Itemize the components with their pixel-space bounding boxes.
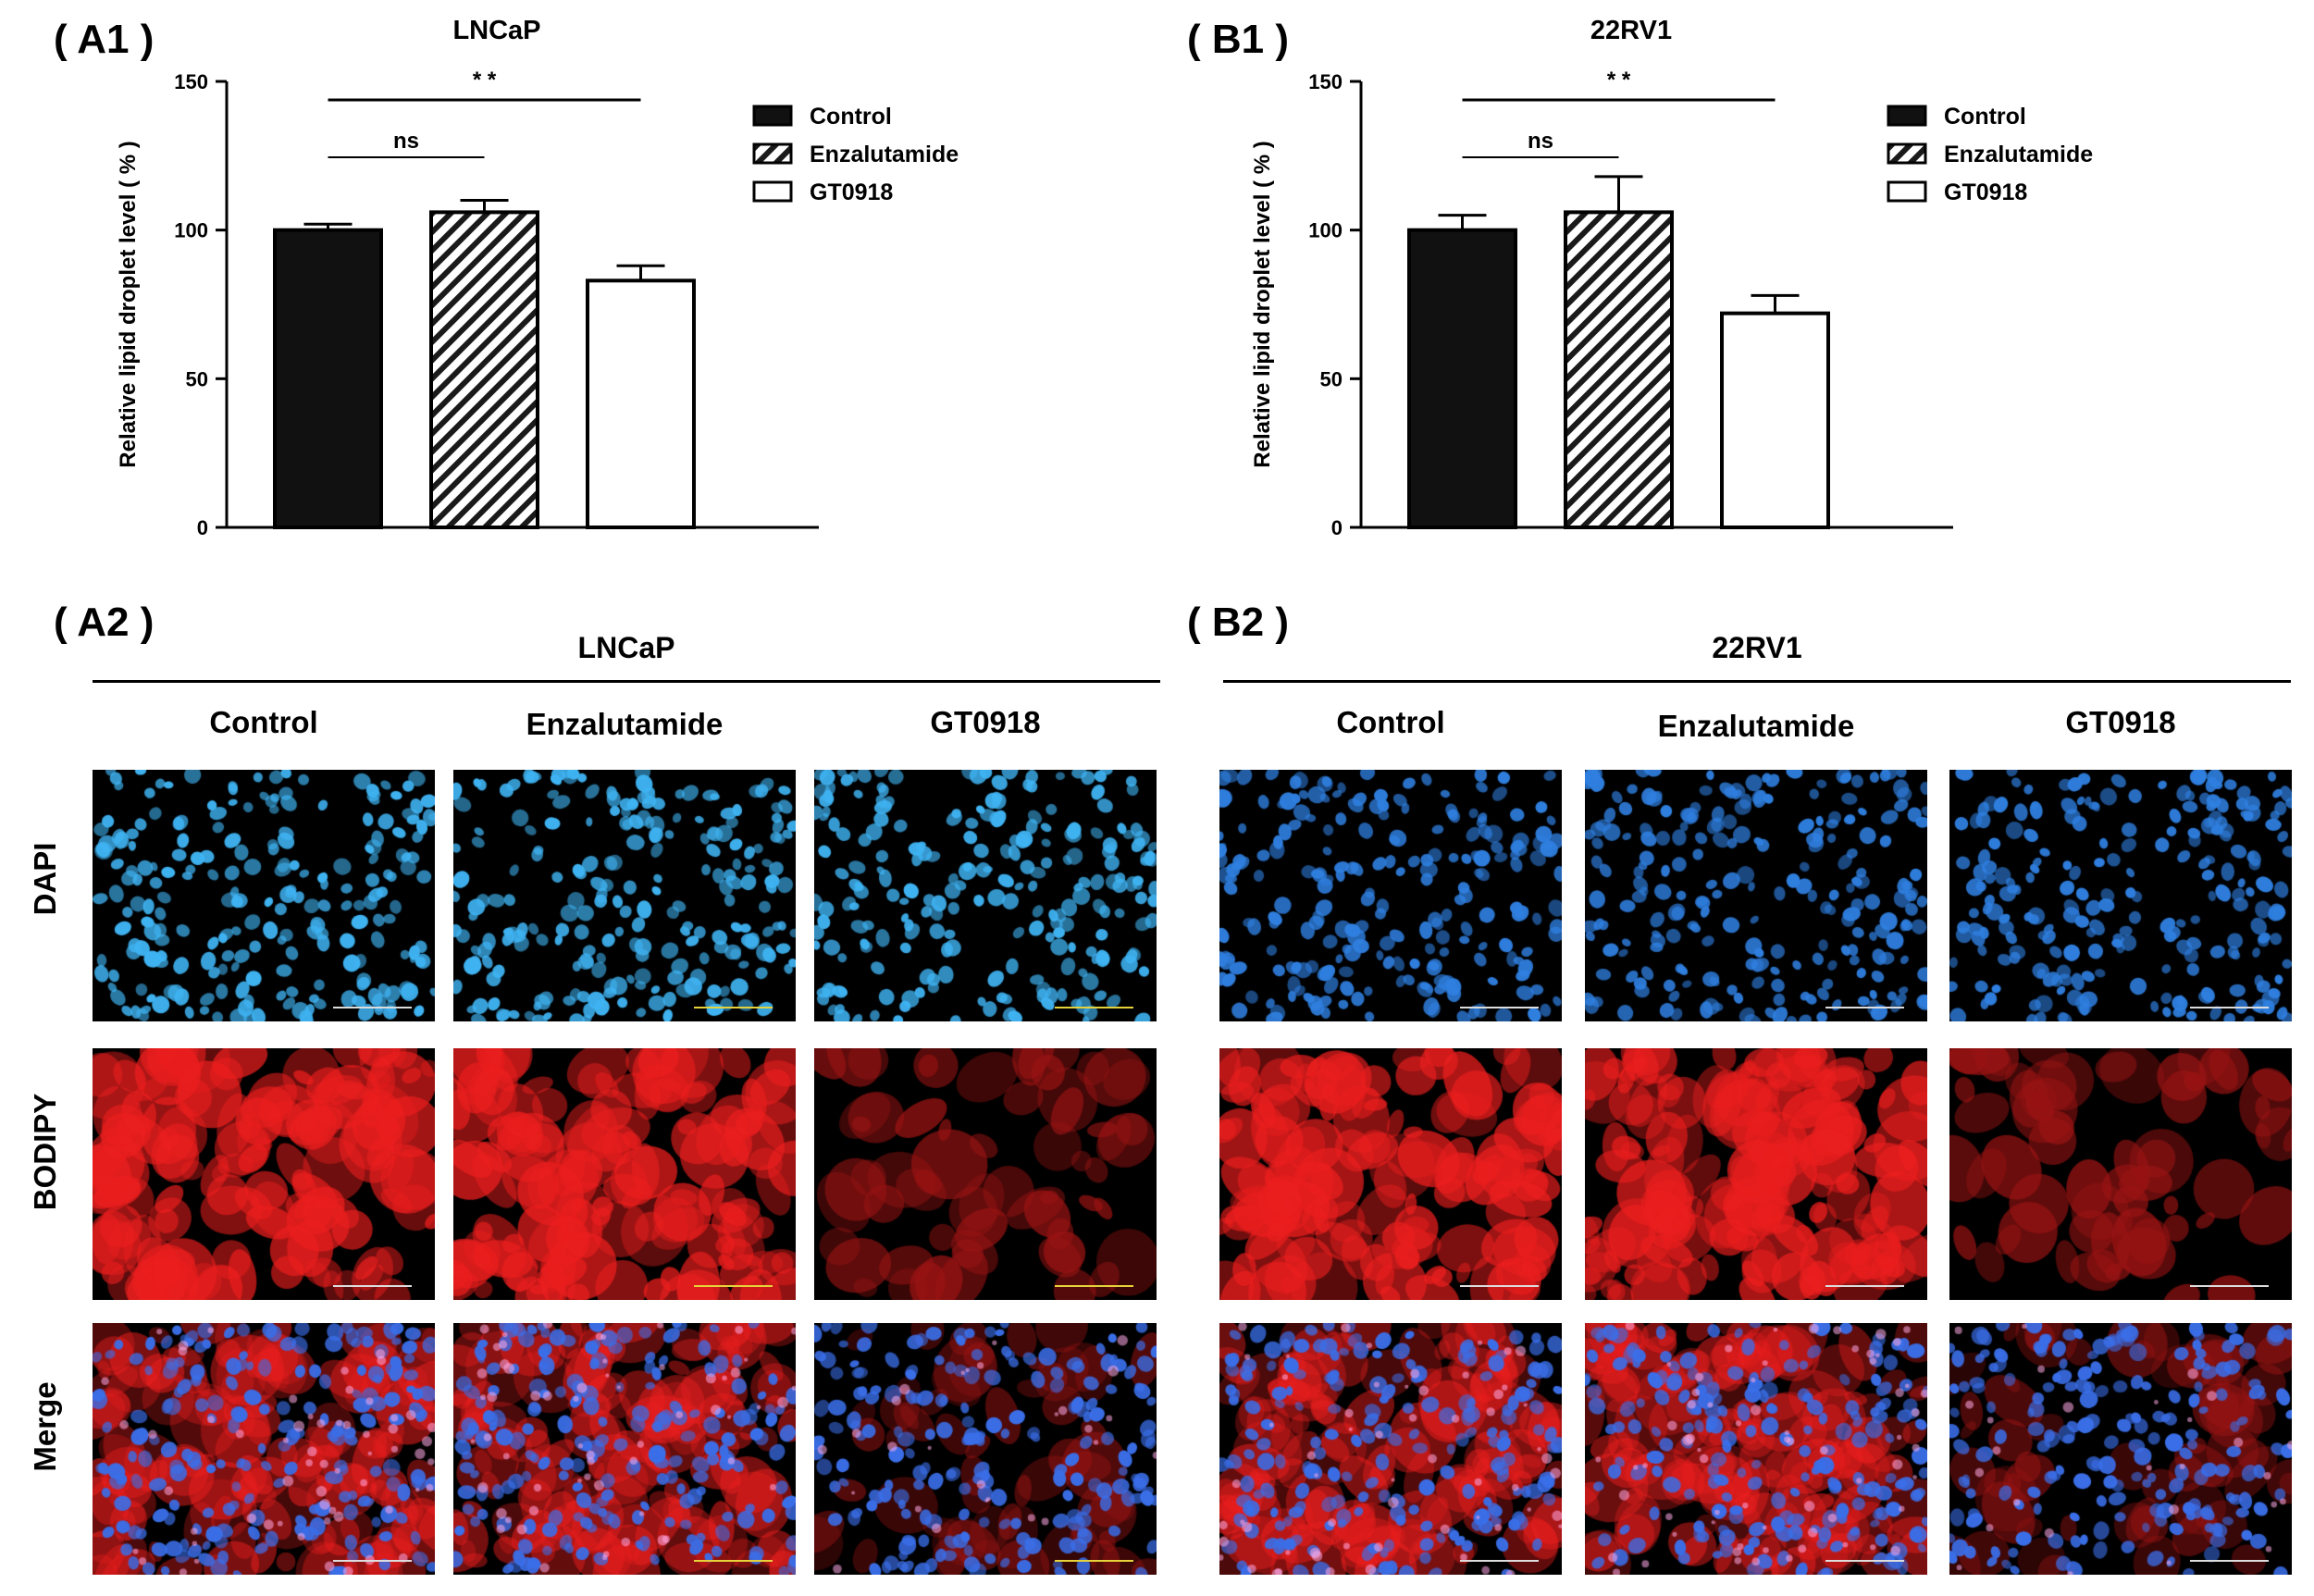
col-header-lncap-control: Control [209, 705, 318, 739]
scale-bar [1825, 1285, 1904, 1287]
row-label-dapi: DAPI [28, 842, 62, 916]
legend-swatch [752, 105, 793, 127]
legend-label: GT0918 [1944, 179, 2027, 205]
legend-label: Control [810, 104, 892, 130]
micrograph-lncap-control-dapi [93, 770, 435, 1021]
chart-title: LNCaP [452, 16, 540, 45]
scale-bar [694, 1560, 773, 1562]
panel-label-b1: ( B1 ) [1187, 17, 1289, 62]
col-header-22rv1-gt0918: GT0918 [2065, 705, 2176, 739]
y-axis-label: Relative lipid droplet level ( % ) [116, 141, 141, 467]
scale-bar [1055, 1285, 1133, 1287]
micro-rule-lncap [93, 680, 1160, 683]
legend-label: Enzalutamide [1944, 142, 2093, 167]
legend-label: Enzalutamide [810, 142, 959, 167]
bar-chart-lncap: LNCaP 0 50 100 150 Relative lipid droplet lev… [116, 16, 959, 539]
legend-swatch [752, 142, 793, 165]
micrograph-lncap-enzalutamide-merge [453, 1323, 796, 1575]
significance-label: ns [1528, 129, 1553, 154]
scale-bar [2190, 1560, 2269, 1562]
scale-bar [1460, 1285, 1539, 1287]
significance-label: * * [1607, 68, 1631, 93]
scale-bar [1825, 1007, 1904, 1008]
col-header-lncap-enzalutamide: Enzalutamide [526, 707, 724, 741]
y-tick-label: 150 [174, 70, 208, 93]
scale-bar [1460, 1560, 1539, 1562]
micrograph-22rv1-gt0918-bodipy [1949, 1048, 2292, 1300]
micro-rule-22rv1 [1223, 680, 2291, 683]
scale-bar [694, 1285, 773, 1287]
bar-control [273, 228, 383, 530]
y-tick-label: 0 [197, 516, 208, 539]
scale-bar [333, 1560, 412, 1562]
legend-swatch [1887, 105, 1927, 127]
significance-label: ns [393, 129, 419, 154]
col-header-lncap-gt0918: GT0918 [930, 705, 1041, 739]
micrograph-22rv1-control-merge [1219, 1323, 1562, 1575]
micro-title-lncap: LNCaP [577, 631, 675, 664]
col-header-22rv1-control: Control [1336, 705, 1445, 739]
scale-bar [1825, 1560, 1904, 1562]
y-tick-label: 0 [1331, 516, 1343, 539]
row-label-merge: Merge [28, 1381, 62, 1472]
micrograph-22rv1-enzalutamide-dapi [1585, 770, 1927, 1021]
legend-swatch [1887, 180, 1927, 203]
y-tick-label: 50 [186, 367, 208, 390]
legend-label: Control [1944, 104, 2026, 130]
micrograph-22rv1-control-bodipy [1219, 1048, 1562, 1300]
bar-enzalutamide [1564, 210, 1674, 530]
bar-enzalutamide [429, 210, 539, 530]
scale-bar [333, 1007, 412, 1008]
micrograph-22rv1-enzalutamide-bodipy [1585, 1048, 1927, 1300]
scale-bar [333, 1285, 412, 1287]
chart-title: 22RV1 [1590, 16, 1672, 45]
scale-bar [1055, 1560, 1133, 1562]
micrograph-lncap-gt0918-bodipy [814, 1048, 1157, 1300]
micrograph-lncap-control-bodipy [93, 1048, 435, 1300]
legend-label: GT0918 [810, 179, 893, 205]
bar-chart-22rv1: 22RV1 0 50 100 150 Relative lipid droplet lev… [1250, 16, 2093, 539]
micrograph-lncap-gt0918-dapi [814, 770, 1157, 1021]
bar-gt0918 [586, 278, 696, 529]
row-label-bodipy: BODIPY [28, 1093, 62, 1211]
micrograph-22rv1-gt0918-dapi [1949, 770, 2292, 1021]
y-axis-label: Relative lipid droplet level ( % ) [1250, 141, 1275, 467]
panel-label-a2: ( A2 ) [54, 600, 155, 645]
bar-gt0918 [1720, 311, 1830, 530]
micrograph-lncap-enzalutamide-bodipy [453, 1048, 796, 1300]
scale-bar [694, 1007, 773, 1008]
legend-swatch [1887, 142, 1927, 165]
panel-label-b2: ( B2 ) [1187, 600, 1289, 645]
y-tick-label: 100 [174, 219, 208, 242]
micrograph-22rv1-control-dapi [1219, 770, 1562, 1021]
micrograph-22rv1-gt0918-merge [1949, 1323, 2292, 1575]
scale-bar [1055, 1007, 1133, 1008]
micrograph-22rv1-enzalutamide-merge [1585, 1323, 1927, 1575]
panel-label-a1: ( A1 ) [54, 17, 155, 62]
micro-title-22rv1: 22RV1 [1712, 631, 1802, 664]
significance-label: * * [473, 68, 497, 93]
y-tick-label: 150 [1308, 70, 1343, 93]
col-header-22rv1-enzalutamide: Enzalutamide [1657, 709, 1855, 743]
scale-bar [1460, 1007, 1539, 1008]
scale-bar [2190, 1285, 2269, 1287]
y-tick-label: 100 [1308, 219, 1343, 242]
scale-bar [2190, 1007, 2269, 1008]
micrograph-lncap-enzalutamide-dapi [453, 770, 796, 1021]
bar-control [1407, 228, 1517, 530]
legend-swatch [752, 180, 793, 203]
micrograph-lncap-gt0918-merge [814, 1323, 1157, 1575]
micrograph-lncap-control-merge [93, 1323, 435, 1575]
y-tick-label: 50 [1320, 367, 1343, 390]
